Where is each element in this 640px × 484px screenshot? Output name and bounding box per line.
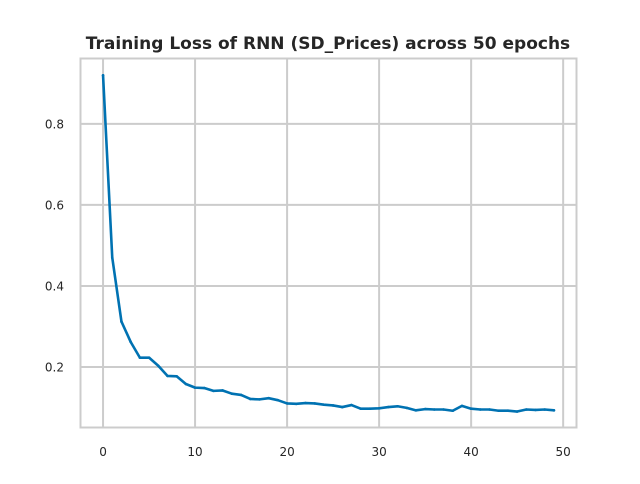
loss-data-point xyxy=(488,408,491,411)
loss-data-point xyxy=(267,396,270,400)
loss-data-point xyxy=(138,356,142,359)
x-tick-label: 10 xyxy=(187,445,202,459)
x-tick-label: 0 xyxy=(99,445,107,459)
loss-data-point xyxy=(341,405,344,409)
loss-data-point xyxy=(525,408,528,411)
y-tick-label: 0.6 xyxy=(45,198,64,212)
loss-data-point xyxy=(506,409,510,413)
y-tick-label: 0.8 xyxy=(45,117,64,131)
loss-data-point xyxy=(294,402,298,406)
loss-data-point xyxy=(239,393,243,397)
loss-data-point xyxy=(377,407,381,410)
loss-data-point xyxy=(101,73,105,77)
loss-data-point xyxy=(129,340,132,344)
loss-data-point xyxy=(515,410,519,413)
x-tick-label: 50 xyxy=(556,445,571,459)
loss-data-point xyxy=(285,402,289,405)
loss-series-line xyxy=(101,73,556,413)
loss-data-point xyxy=(433,408,436,411)
y-tick-label: 0.2 xyxy=(45,360,64,374)
loss-data-point xyxy=(414,409,418,412)
grid-lines xyxy=(80,58,577,428)
loss-data-point xyxy=(543,408,547,411)
loss-data-point xyxy=(331,404,335,407)
x-tick-labels: 0 10 20 30 40 50 xyxy=(99,445,571,459)
loss-data-point xyxy=(156,364,160,368)
y-tick-labels: 0.2 0.4 0.6 0.8 xyxy=(45,117,64,374)
loss-data-point xyxy=(479,408,482,411)
loss-data-point xyxy=(534,408,537,412)
y-tick-label: 0.4 xyxy=(45,279,64,293)
x-tick-label: 20 xyxy=(279,445,294,459)
loss-data-point xyxy=(405,406,409,410)
loss-data-point xyxy=(460,404,464,408)
loss-data-point xyxy=(202,386,206,390)
x-tick-label: 30 xyxy=(371,445,386,459)
loss-data-point xyxy=(248,397,252,401)
series-layer xyxy=(101,73,556,413)
loss-data-point xyxy=(175,374,178,378)
loss-data-point xyxy=(276,398,280,402)
loss-data-point xyxy=(120,320,123,323)
loss-data-point xyxy=(166,374,169,378)
loss-data-point xyxy=(322,403,326,406)
loss-data-point xyxy=(230,392,234,396)
loss-data-point xyxy=(313,402,317,405)
loss-data-point xyxy=(221,389,224,392)
loss-data-point xyxy=(469,407,473,411)
loss-data-point xyxy=(451,409,455,413)
loss-data-point xyxy=(110,256,114,259)
loss-data-point xyxy=(193,386,197,389)
chart-title: Training Loss of RNN (SD_Prices) across … xyxy=(86,34,570,54)
loss-data-point xyxy=(497,409,501,413)
loss-data-point xyxy=(368,407,372,411)
loss-data-point xyxy=(304,401,307,405)
plot-frame xyxy=(79,57,578,429)
loss-data-point xyxy=(552,409,556,412)
loss-data-point xyxy=(147,356,151,359)
loss-data-point xyxy=(184,382,188,386)
x-tick-label: 40 xyxy=(463,445,478,459)
loss-data-point xyxy=(396,404,399,408)
loss-data-point xyxy=(359,407,363,411)
loss-data-point xyxy=(442,408,445,411)
loss-data-point xyxy=(212,389,215,393)
loss-data-point xyxy=(387,405,390,409)
loss-data-point xyxy=(350,403,353,407)
loss-data-point xyxy=(258,398,261,401)
loss-data-point xyxy=(423,407,427,411)
